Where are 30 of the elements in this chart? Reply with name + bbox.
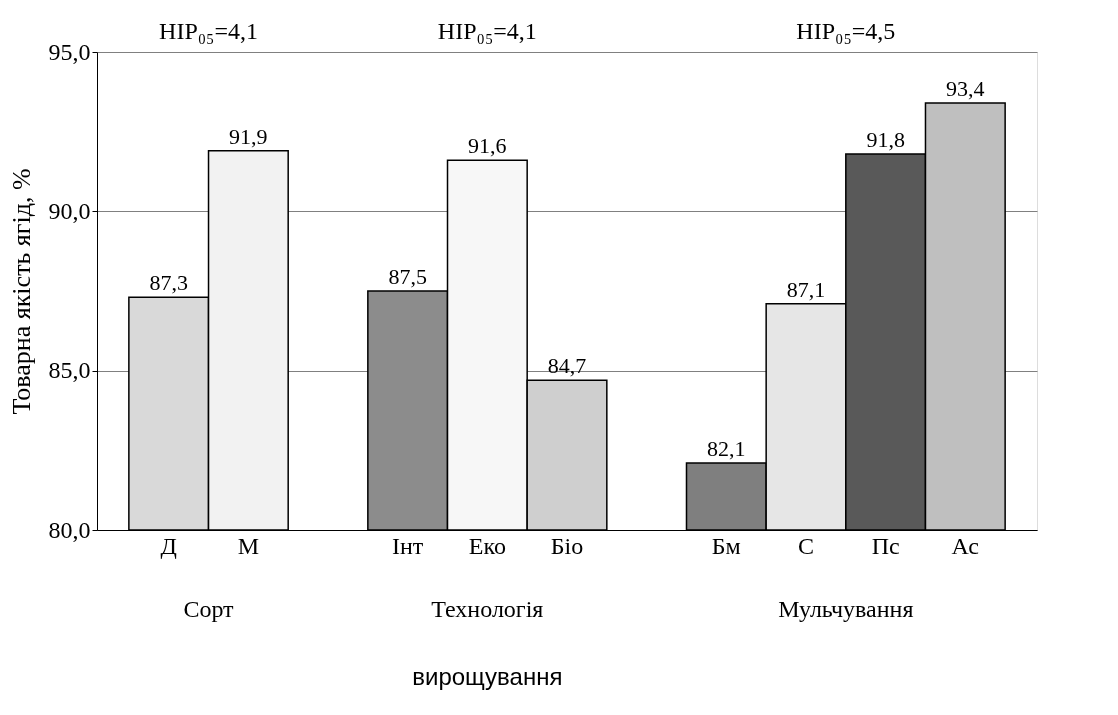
y-tick-label: 85,0: [48, 357, 91, 384]
x-tick-label: Інт: [392, 532, 424, 559]
data-label: 87,3: [149, 270, 188, 296]
x-tick-label: Біо: [550, 532, 584, 559]
y-tick-label: 90,0: [48, 197, 91, 224]
x-tick-label: Бм: [711, 532, 741, 559]
data-label: 91,8: [866, 126, 905, 152]
text: Технологія: [431, 596, 544, 622]
x-tick-label: С: [797, 532, 814, 559]
text: HIP₀₅=4,1: [159, 18, 258, 44]
data-label: 87,1: [786, 276, 826, 302]
x-tick-label: Пс: [871, 532, 900, 559]
text: HIP₀₅=4,1: [437, 18, 537, 44]
text: Мульчування: [778, 596, 914, 622]
x-tick-label: М: [237, 532, 260, 559]
y-tick-label: 80,0: [48, 516, 91, 543]
data-label: 82,1: [707, 436, 746, 462]
data-label: 84,7: [547, 353, 587, 379]
y-tick-label: 95,0: [48, 38, 91, 65]
text: Сорт: [183, 596, 235, 622]
y-axis-title: Товарна якість ягід, %: [6, 168, 36, 415]
data-label: 87,5: [388, 264, 427, 289]
x-tick-label: Ас: [951, 532, 979, 559]
text: HIP₀₅=4,5: [796, 18, 896, 44]
x-tick-label: Еко: [468, 532, 506, 559]
data-label: 91,6: [468, 133, 507, 159]
x-tick-label: Д: [160, 532, 177, 559]
data-label: 91,9: [229, 123, 268, 149]
data-label: 93,4: [946, 75, 985, 101]
text: вирощування: [412, 663, 563, 690]
